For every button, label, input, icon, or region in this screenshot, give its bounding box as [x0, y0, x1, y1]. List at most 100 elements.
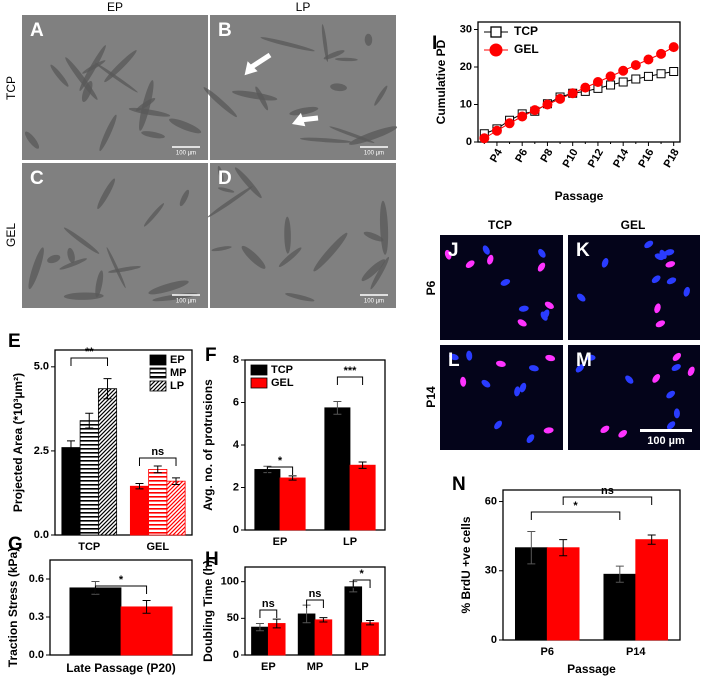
- y-tick-label: 60: [485, 495, 497, 507]
- y-tick-label: 8: [233, 354, 239, 366]
- cell: [24, 131, 40, 149]
- error-bar: [272, 618, 281, 629]
- series-line: [484, 71, 674, 135]
- nucleus: [526, 434, 535, 443]
- cell: [63, 292, 104, 300]
- x-tick-label: LP: [343, 536, 357, 548]
- series-line: [484, 46, 674, 139]
- cell: [128, 107, 171, 117]
- marker: [542, 99, 553, 110]
- error-bar: [288, 475, 297, 481]
- nucleus: [514, 386, 521, 397]
- fluorescence-images: TCP GEL P6 P14: [424, 218, 645, 408]
- cell: [207, 186, 253, 218]
- x-tick-label: P4: [488, 146, 506, 164]
- column-label: EP: [107, 0, 123, 14]
- error-bar: [103, 378, 112, 400]
- scale-bar-label: 100 µm: [176, 299, 196, 305]
- x-tick-label: P6: [513, 147, 530, 165]
- cell: [374, 85, 388, 106]
- nucleus: [585, 354, 596, 361]
- panel-letter: D: [218, 168, 232, 189]
- cell: [379, 200, 389, 255]
- cell: [278, 247, 302, 268]
- error-bar: [333, 400, 342, 415]
- cell: [284, 216, 291, 254]
- nucleus: [665, 261, 676, 268]
- cell: [106, 247, 126, 289]
- marker: [643, 71, 653, 81]
- x-tick-label: P6: [541, 646, 554, 658]
- bar: [635, 539, 669, 641]
- cell: [361, 259, 386, 282]
- column-label: TCP: [488, 218, 512, 232]
- bar: [314, 619, 333, 656]
- nucleus: [655, 320, 666, 328]
- nucleus: [666, 390, 676, 399]
- legend-label: MP: [170, 367, 187, 379]
- x-axis-label: Passage: [555, 189, 604, 203]
- panel-letter: I: [432, 33, 437, 54]
- nucleus: [600, 425, 610, 434]
- y-axis-label: Cumulative PD: [434, 39, 448, 124]
- cell: [364, 33, 373, 46]
- marker: [606, 80, 616, 90]
- cell: [81, 80, 93, 102]
- y-tick-label: 20: [460, 61, 472, 73]
- nucleus: [654, 303, 661, 314]
- marker: [605, 71, 616, 82]
- micrograph: [22, 15, 208, 160]
- significance-bracket: [530, 511, 621, 520]
- arrow: [248, 52, 272, 71]
- marker: [567, 88, 578, 99]
- cell: [211, 246, 232, 252]
- nucleus: [466, 350, 473, 361]
- legend-label: TCP: [271, 364, 293, 376]
- cell: [95, 62, 138, 93]
- error-bar: [255, 622, 264, 632]
- cell: [313, 232, 348, 272]
- x-tick-label: GEL: [146, 541, 169, 553]
- y-axis-label: Avg. no. of protrusions: [201, 379, 215, 511]
- nucleus: [545, 354, 556, 362]
- y-tick-label: 0.0: [34, 529, 49, 541]
- marker: [656, 69, 666, 79]
- annotation: ns: [601, 485, 614, 497]
- cell: [169, 118, 202, 134]
- error-bar: [527, 531, 536, 565]
- x-tick-label: P18: [662, 147, 682, 170]
- cell: [232, 90, 278, 101]
- nucleus: [666, 277, 677, 285]
- nucleus: [687, 366, 695, 376]
- marker: [580, 82, 591, 93]
- panel-letter: J: [448, 240, 459, 261]
- cell: [370, 256, 390, 290]
- cell: [289, 106, 319, 116]
- x-axis-label: Passage: [567, 662, 616, 676]
- y-tick-label: 50: [227, 612, 239, 624]
- x-tick-label: P10: [561, 147, 581, 170]
- bar: [69, 587, 122, 656]
- nucleus: [517, 319, 527, 327]
- nucleus: [444, 249, 452, 260]
- cell: [139, 80, 154, 131]
- cell: [363, 231, 384, 242]
- nucleus: [644, 240, 654, 249]
- significance-bracket: [266, 466, 294, 475]
- cell: [218, 187, 235, 193]
- marker: [630, 60, 641, 71]
- cell: [148, 280, 189, 295]
- nucleus: [449, 353, 459, 361]
- cell: [321, 24, 329, 62]
- scale-bar-label: 100 µm: [176, 151, 196, 157]
- legend-marker: [489, 43, 503, 57]
- bar: [279, 477, 306, 531]
- row-label: P6: [424, 280, 438, 295]
- y-axis-label: Traction Stress (kPa): [6, 548, 20, 667]
- error-bar: [358, 461, 367, 469]
- bar: [251, 626, 269, 656]
- legend-label: LP: [170, 380, 184, 392]
- significance-bracket: [259, 609, 278, 618]
